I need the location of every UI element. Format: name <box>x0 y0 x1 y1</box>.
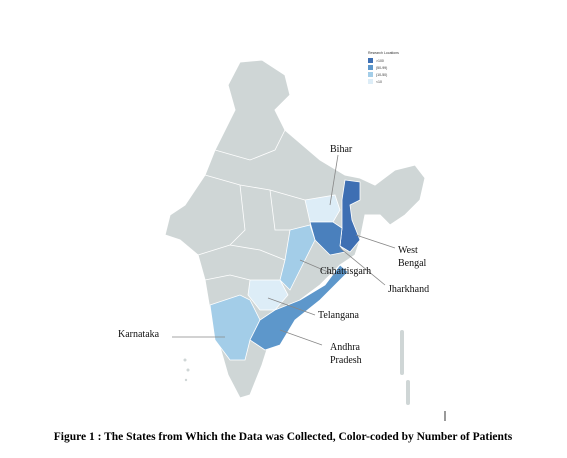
state-label: Andhra Pradesh <box>330 342 362 366</box>
state-shape <box>309 221 346 256</box>
legend-label: (10-50) <box>376 73 387 77</box>
state-label: Karnataka <box>118 329 160 340</box>
state-shape <box>304 194 341 223</box>
state-label: Telangana <box>318 310 360 321</box>
legend-swatch <box>368 72 373 77</box>
state-label: Jharkhand <box>388 284 429 295</box>
islands <box>183 330 410 405</box>
legend-title: Research Locations <box>368 51 399 55</box>
state-borders <box>197 129 306 281</box>
state-label: West Bengal <box>398 245 427 269</box>
state-label: Bihar <box>330 144 353 155</box>
caption: Figure 1 : The States from Which the Dat… <box>54 431 513 443</box>
legend-swatch <box>368 65 373 70</box>
legend-swatch <box>368 79 373 84</box>
legend-label: >100 <box>376 59 384 63</box>
state-shape <box>249 264 349 351</box>
legend-label: (50-99) <box>376 66 387 70</box>
legend-label: <10 <box>376 80 382 84</box>
leader-lines <box>172 154 396 346</box>
state-shape <box>339 179 361 253</box>
state-shape <box>279 224 316 291</box>
state-label: Chhattisgarh <box>320 266 371 277</box>
legend-swatch <box>368 58 373 63</box>
